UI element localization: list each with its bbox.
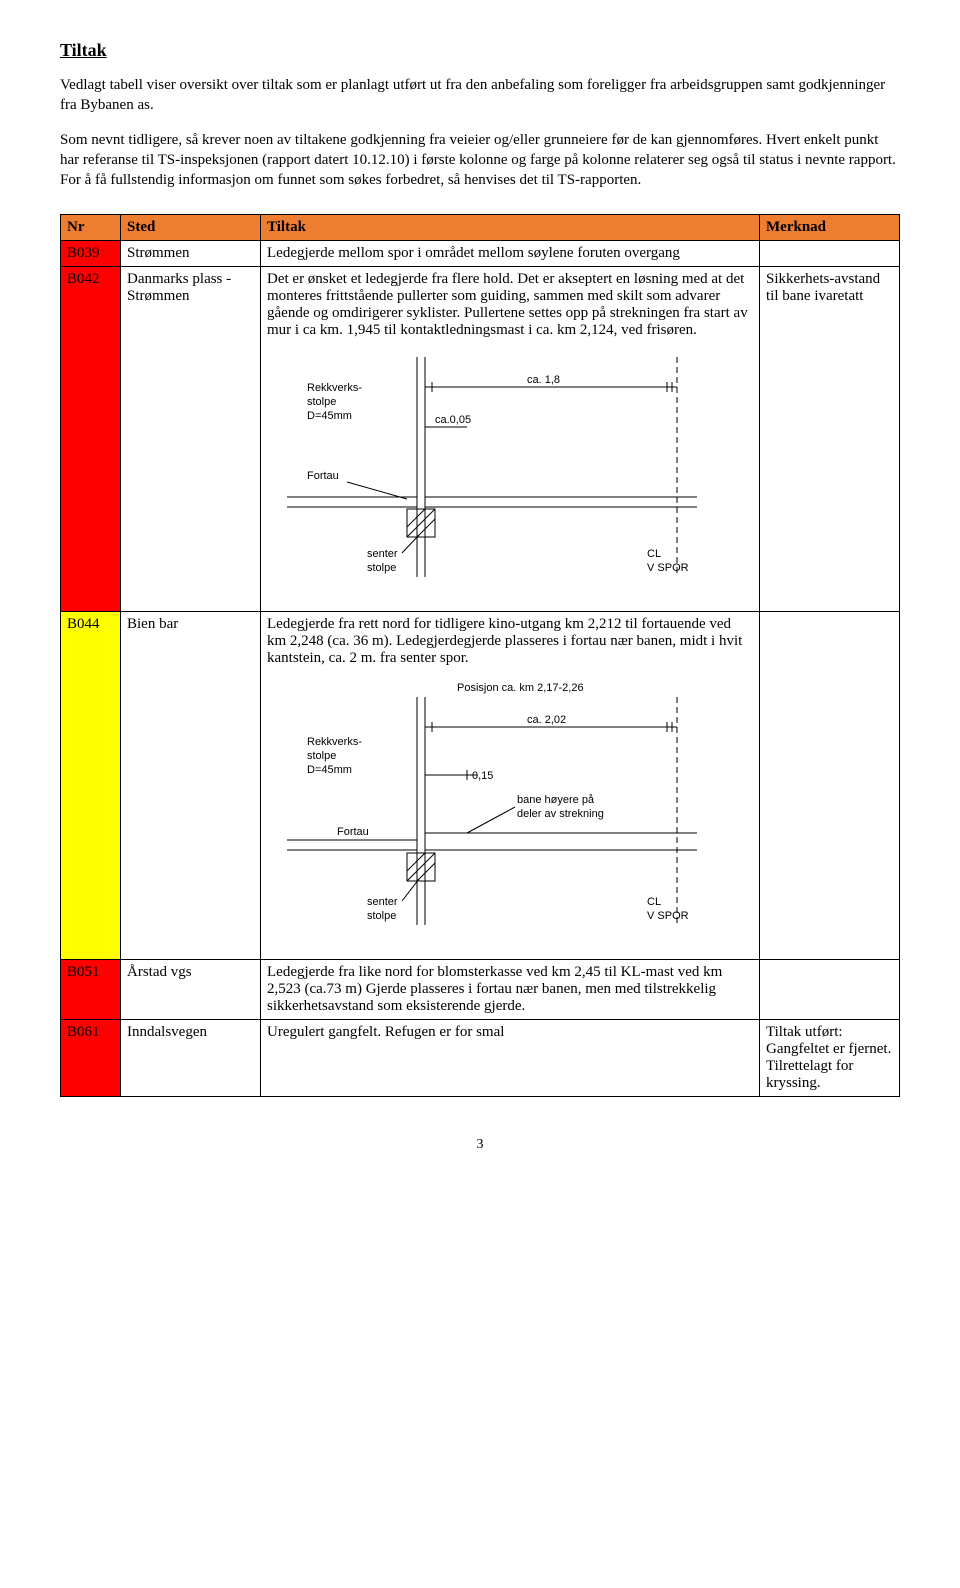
svg-text:ca. 1,8: ca. 1,8 [527, 374, 560, 386]
page-title: Tiltak [60, 40, 900, 61]
svg-text:Fortau: Fortau [337, 826, 369, 838]
svg-text:ca. 2,02: ca. 2,02 [527, 714, 566, 726]
cell-merknad [760, 960, 900, 1020]
cell-tiltak: Uregulert gangfelt. Refugen er for smal [261, 1020, 760, 1097]
svg-text:stolpe: stolpe [307, 396, 336, 408]
cell-nr: B051 [61, 960, 121, 1020]
svg-text:Posisjon ca. km 2,17-2,26: Posisjon ca. km 2,17-2,26 [457, 682, 584, 694]
cell-tiltak: Ledegjerde fra rett nord for tidligere k… [261, 612, 760, 960]
cell-tiltak-text: Ledegjerde mellom spor i området mellom … [267, 245, 753, 262]
cell-merknad [760, 612, 900, 960]
svg-text:stolpe: stolpe [367, 562, 396, 574]
cell-tiltak-text: Uregulert gangfelt. Refugen er for smal [267, 1024, 753, 1041]
cell-tiltak-text: Ledegjerde fra rett nord for tidligere k… [267, 616, 753, 667]
svg-text:Fortau: Fortau [307, 470, 339, 482]
table-row: B042Danmarks plass - StrømmenDet er ønsk… [61, 267, 900, 612]
cell-tiltak: Ledegjerde fra like nord for blomsterkas… [261, 960, 760, 1020]
th-tiltak: Tiltak [261, 215, 760, 241]
svg-text:senter: senter [367, 896, 398, 908]
cell-sted: Årstad vgs [121, 960, 261, 1020]
th-nr: Nr [61, 215, 121, 241]
svg-text:CL: CL [647, 896, 661, 908]
svg-text:deler av strekning: deler av strekning [517, 808, 604, 820]
cell-nr: B039 [61, 241, 121, 267]
table-row: B061Inndalsvegen Uregulert gangfelt. Refu… [61, 1020, 900, 1097]
cell-sted: Danmarks plass - Strømmen [121, 267, 261, 612]
cell-tiltak-text: Det er ønsket et ledegjerde fra flere ho… [267, 271, 753, 339]
cell-tiltak: Ledegjerde mellom spor i området mellom … [261, 241, 760, 267]
svg-text:bane høyere på: bane høyere på [517, 794, 595, 806]
table-row: B039Strømmen Ledegjerde mellom spor i omr… [61, 241, 900, 267]
cell-merknad: Tiltak utført: Gangfeltet er fjernet. Ti… [760, 1020, 900, 1097]
svg-text:CL: CL [647, 548, 661, 560]
svg-text:V SPOR: V SPOR [647, 910, 689, 922]
cell-nr: B061 [61, 1020, 121, 1097]
intro-para-1: Vedlagt tabell viser oversikt over tilta… [60, 75, 900, 116]
svg-text:D=45mm: D=45mm [307, 410, 352, 422]
table-header-row: Nr Sted Tiltak Merknad [61, 215, 900, 241]
intro-para-2: Som nevnt tidligere, så krever noen av t… [60, 130, 900, 191]
diagram-container: ca. 1,8 ca.0,05 Rekkverks- stolpe D=45mm… [267, 347, 753, 607]
diagram-container: Posisjon ca. km 2,17-2,26 ca. 2,02 0,15 … [267, 675, 753, 955]
diagram-d2: Posisjon ca. km 2,17-2,26 ca. 2,02 0,15 … [267, 675, 707, 955]
th-merknad: Merknad [760, 215, 900, 241]
svg-text:V SPOR: V SPOR [647, 562, 689, 574]
svg-text:Rekkverks-: Rekkverks- [307, 736, 362, 748]
svg-text:ca.0,05: ca.0,05 [435, 414, 471, 426]
cell-merknad [760, 241, 900, 267]
svg-text:stolpe: stolpe [307, 750, 336, 762]
svg-text:0,15: 0,15 [472, 770, 493, 782]
svg-text:stolpe: stolpe [367, 910, 396, 922]
cell-sted: Strømmen [121, 241, 261, 267]
svg-text:senter: senter [367, 548, 398, 560]
page-number: 3 [60, 1137, 900, 1153]
cell-nr: B042 [61, 267, 121, 612]
cell-nr: B044 [61, 612, 121, 960]
cell-sted: Inndalsvegen [121, 1020, 261, 1097]
th-sted: Sted [121, 215, 261, 241]
table-row: B051Årstad vgsLedegjerde fra like nord f… [61, 960, 900, 1020]
cell-tiltak: Det er ønsket et ledegjerde fra flere ho… [261, 267, 760, 612]
cell-tiltak-text: Ledegjerde fra like nord for blomsterkas… [267, 964, 753, 1015]
cell-merknad: Sikkerhets-avstand til bane ivaretatt [760, 267, 900, 612]
tiltak-table: Nr Sted Tiltak Merknad B039Strømmen Ledeg… [60, 214, 900, 1097]
svg-text:Rekkverks-: Rekkverks- [307, 382, 362, 394]
table-row: B044Bien barLedegjerde fra rett nord for… [61, 612, 900, 960]
svg-text:D=45mm: D=45mm [307, 764, 352, 776]
cell-sted: Bien bar [121, 612, 261, 960]
diagram-d1: ca. 1,8 ca.0,05 Rekkverks- stolpe D=45mm… [267, 347, 707, 607]
